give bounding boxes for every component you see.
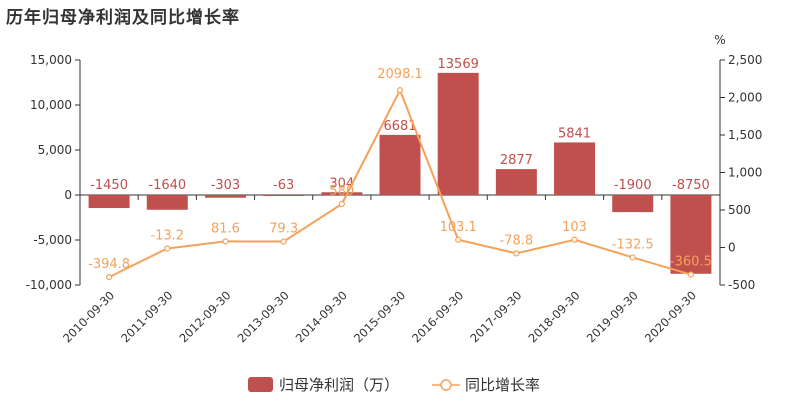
line-data-label: -78.8 (500, 233, 534, 248)
bar-data-label: 6681 (383, 119, 416, 134)
line-point (571, 236, 578, 243)
bar (495, 169, 537, 195)
line-point (105, 274, 113, 281)
bar-data-label: 2877 (500, 153, 533, 168)
x-category-label: 2017-09-30 (467, 288, 524, 345)
line-point (629, 254, 636, 261)
bar-data-label: 13569 (438, 57, 479, 72)
y-left-tick-label: 5,000 (38, 143, 72, 157)
x-category-label: 2020-09-30 (642, 288, 699, 345)
line-point (396, 87, 404, 94)
bar-data-label: -8750 (672, 178, 710, 193)
line-point (455, 236, 462, 243)
x-category-label: 2016-09-30 (409, 288, 466, 345)
bar (379, 134, 421, 195)
line-data-label: 79.3 (269, 222, 298, 237)
line-data-label: -13.2 (150, 228, 184, 243)
bar-data-label: -303 (211, 178, 241, 193)
line-data-label: 580 (329, 184, 354, 199)
line-data-label: 103 (562, 220, 587, 235)
bar (612, 195, 654, 213)
line-data-label: 2098.1 (377, 67, 423, 82)
bar (321, 192, 363, 195)
y-left-tick-label: -5,000 (33, 233, 72, 247)
bar-data-label: -63 (273, 178, 294, 193)
bar-data-label: 304 (329, 176, 354, 191)
y-right-tick-label: 2,500 (728, 53, 762, 67)
bar-data-label: -1900 (614, 178, 652, 193)
legend-line-marker (440, 379, 452, 391)
bar (670, 195, 712, 274)
line-data-label: 81.6 (211, 221, 240, 236)
y-right-tick-label: 500 (728, 203, 751, 217)
line-data-label: -360.5 (670, 255, 712, 270)
bar-data-label: 5841 (558, 126, 591, 141)
x-category-label: 2013-09-30 (235, 288, 292, 345)
x-category-label: 2010-09-30 (60, 288, 117, 345)
x-category-label: 2018-09-30 (526, 288, 583, 345)
x-category-label: 2019-09-30 (584, 288, 641, 345)
bar (263, 195, 305, 196)
x-category-label: 2011-09-30 (118, 288, 175, 345)
line-data-label: -132.5 (612, 237, 654, 252)
y-right-tick-label: -500 (728, 278, 755, 292)
y-right-tick-label: 1,500 (728, 128, 762, 142)
bar (554, 142, 596, 195)
chart-title: 历年归母净利润及同比增长率 (6, 8, 240, 28)
x-category-label: 2015-09-30 (351, 288, 408, 345)
y-left-tick-label: 0 (64, 188, 72, 202)
line-point (164, 245, 171, 252)
x-category-label: 2012-09-30 (176, 288, 233, 345)
line-data-label: -394.8 (88, 257, 130, 272)
y-right-unit-label: % (714, 33, 725, 47)
y-left-tick-label: 10,000 (30, 98, 72, 112)
y-left-tick-label: -10,000 (26, 278, 72, 292)
y-left-tick-label: 15,000 (30, 53, 72, 67)
line-point (222, 238, 229, 245)
legend-bar-label: 归母净利润（万） (279, 376, 399, 394)
bar (88, 195, 130, 209)
y-right-tick-label: 2,000 (728, 91, 762, 105)
y-right-tick-label: 1,000 (728, 166, 762, 180)
bar (437, 72, 479, 195)
legend-bar-swatch (248, 377, 273, 392)
y-right-tick-label: 0 (728, 241, 736, 255)
line-point (280, 238, 287, 245)
line-data-label: 103.1 (440, 220, 477, 235)
legend-line-label: 同比增长率 (465, 376, 540, 394)
line-point (338, 200, 345, 208)
line-point (687, 271, 695, 278)
bar (204, 195, 246, 198)
bar-data-label: -1450 (90, 178, 128, 193)
bar (146, 195, 188, 210)
line-point (513, 250, 520, 257)
x-category-label: 2014-09-30 (293, 288, 350, 345)
bar-data-label: -1640 (148, 178, 186, 193)
